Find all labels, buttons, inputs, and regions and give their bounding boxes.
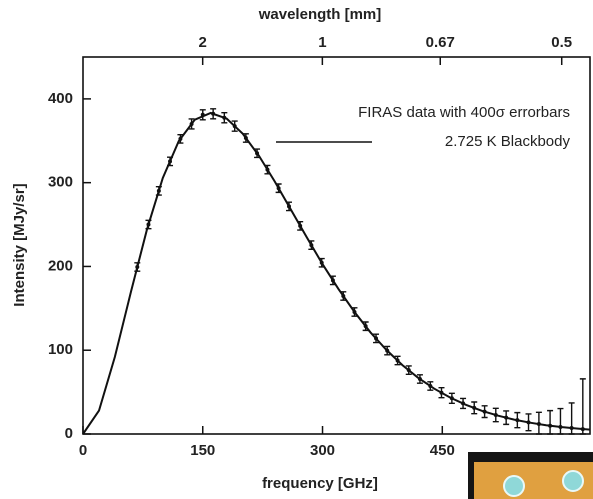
error-bar <box>547 409 554 435</box>
x-tick-label: 300 <box>310 442 335 459</box>
plot-frame <box>82 56 591 435</box>
x-axis-label: frequency [GHz] <box>262 475 378 492</box>
curve <box>82 111 591 435</box>
y-tick-label: 300 <box>48 174 73 191</box>
x2-tick-label: 0.5 <box>551 34 572 51</box>
error-bar <box>579 378 586 435</box>
y-tick-label: 0 <box>65 425 73 442</box>
y-tick-label: 200 <box>48 257 73 274</box>
inset-image <box>468 452 593 499</box>
x-tick-label: 0 <box>79 442 87 459</box>
y-axis-label: Intensity [MJy/sr] <box>11 183 28 306</box>
x2-tick-label: 0.67 <box>426 34 455 51</box>
inset-circle <box>503 475 525 497</box>
inset-circle <box>562 470 584 492</box>
legend-label: FIRAS data with 400σ errorbars <box>358 104 570 121</box>
error-bar <box>557 407 564 435</box>
x2-tick-label: 2 <box>199 34 207 51</box>
x2-axis-label: wavelength [mm] <box>258 6 382 23</box>
legend-label: 2.725 K Blackbody <box>445 133 571 150</box>
x2-tick-label: 1 <box>318 34 326 51</box>
x-tick-label: 450 <box>430 442 455 459</box>
y-tick-label: 400 <box>48 90 73 107</box>
x-tick-label: 150 <box>190 442 215 459</box>
y-tick-label: 100 <box>48 341 73 358</box>
